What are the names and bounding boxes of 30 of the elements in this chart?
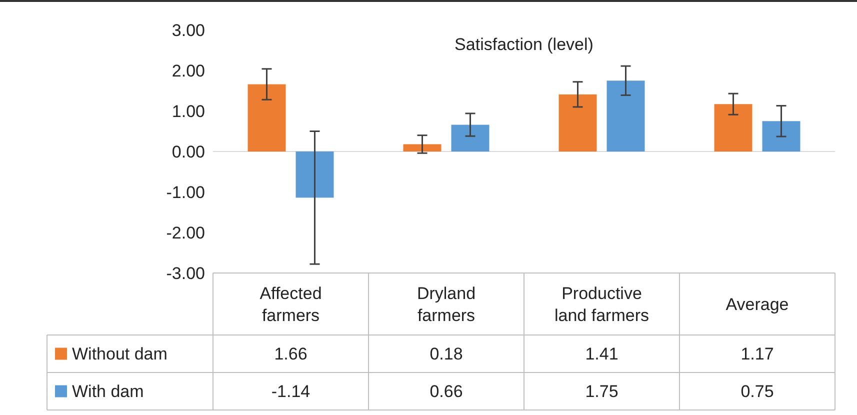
legend-label: Without dam: [72, 344, 168, 364]
bar: [248, 84, 286, 152]
data-label: 1.66: [274, 344, 308, 364]
data-label: 0.75: [740, 382, 774, 402]
bar: [296, 152, 334, 198]
legend-label: With dam: [72, 382, 144, 402]
y-tick-label: -3.00: [166, 264, 205, 283]
y-tick-label: 2.00: [172, 61, 205, 80]
data-label: 1.75: [585, 382, 618, 402]
y-tick-label: 1.00: [172, 102, 205, 121]
data-label: -1.14: [271, 382, 310, 402]
x-tick-label: Dryland farmers: [416, 284, 476, 325]
data-label: 1.41: [585, 344, 618, 364]
x-tick-label: Productive land farmers: [554, 284, 649, 325]
y-tick-label: 0.00: [172, 142, 205, 162]
x-tick-label: Affected farmers: [260, 284, 322, 325]
data-label: 0.66: [430, 382, 463, 402]
bar: [714, 104, 752, 152]
bar: [606, 80, 645, 152]
bar: [762, 121, 800, 152]
y-tick-label: -2.00: [166, 223, 205, 242]
bar: [403, 144, 442, 152]
data-label: 1.17: [740, 344, 774, 364]
bar: [558, 94, 597, 152]
bar: [451, 124, 490, 152]
chart-title: Satisfaction (level): [454, 35, 594, 54]
y-tick-label: 3.00: [172, 20, 205, 40]
x-tick-label: Average: [726, 294, 789, 314]
data-label: 0.18: [430, 344, 463, 364]
y-tick-label: -1.00: [166, 182, 205, 202]
